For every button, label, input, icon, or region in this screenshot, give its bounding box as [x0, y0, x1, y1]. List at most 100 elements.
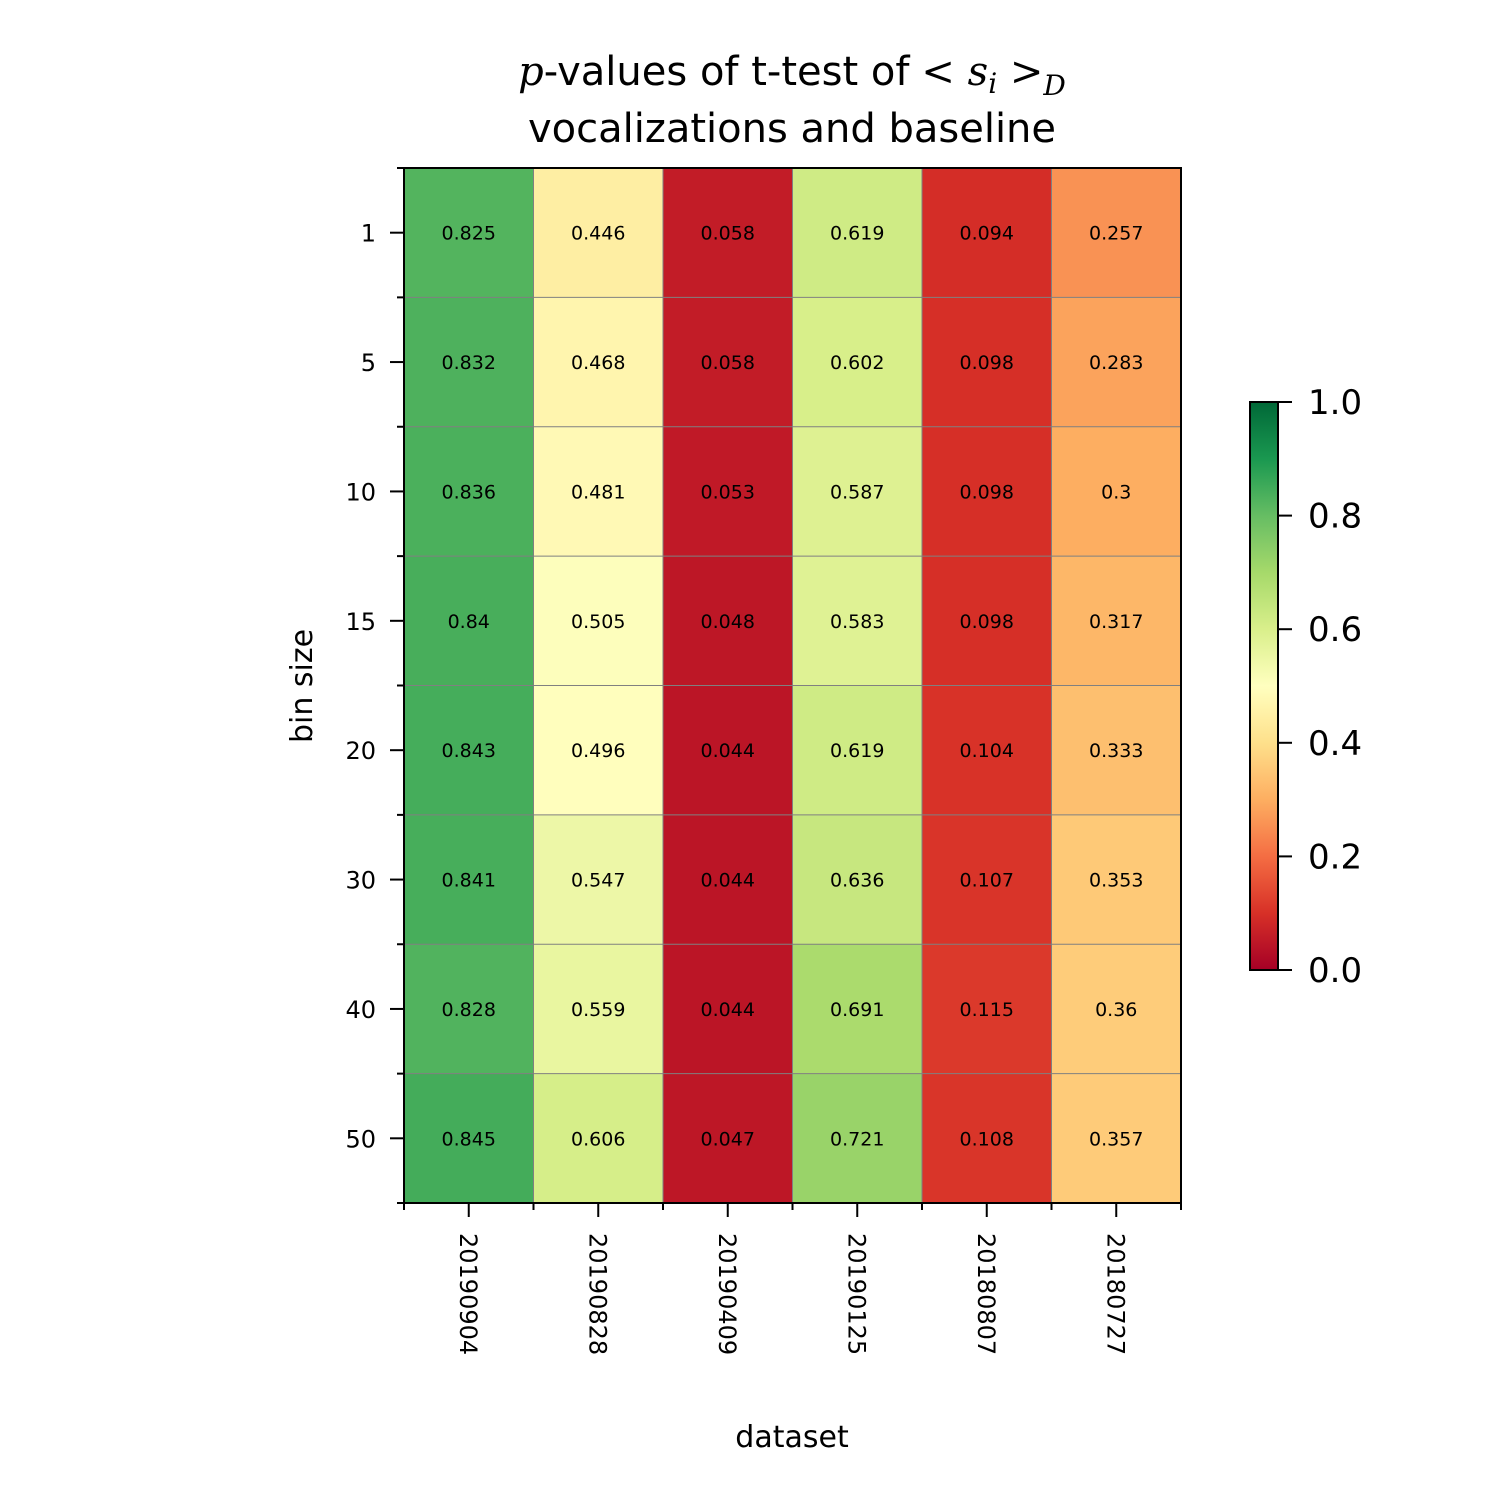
heatmap-cell — [922, 685, 1052, 816]
heatmap-cell — [533, 297, 664, 428]
y-tick-label: 5 — [361, 349, 376, 377]
cell-value-label: 0.841 — [442, 870, 496, 892]
title-line-1-text: -values of t-test of — [544, 49, 911, 95]
y-axis-label: bin size — [285, 629, 320, 743]
heatmap-cell — [404, 556, 534, 686]
cell-value-label: 0.257 — [1089, 223, 1143, 245]
cell-value-label: 0.691 — [830, 999, 884, 1021]
heatmap-cell — [792, 556, 923, 686]
heatmap-cells — [404, 168, 1182, 1204]
cell-value-label: 0.832 — [442, 352, 496, 374]
heatmap-cell — [533, 168, 664, 298]
cell-value-label: 0.333 — [1089, 740, 1143, 762]
colorbar-tick-label: 0.2 — [1308, 837, 1362, 877]
heatmap-cell — [404, 685, 534, 816]
chart-title: p-values of t-test of < si >D vocalizatio… — [518, 49, 1066, 152]
cell-value-label: 0.098 — [960, 611, 1014, 633]
cell-value-label: 0.094 — [960, 223, 1014, 245]
cell-value-label: 0.353 — [1089, 870, 1143, 892]
cell-value-label: 0.587 — [830, 481, 884, 503]
cell-value-label: 0.619 — [830, 740, 884, 762]
cell-value-label: 0.115 — [960, 999, 1014, 1021]
heatmap-cell — [792, 944, 923, 1075]
heatmap-cell — [533, 1073, 664, 1204]
heatmap-cell-labels: 0.825 0.446 0.058 0.619 0.094 0.257 0.832 0.468… — [442, 223, 1144, 1151]
cell-value-label: 0.058 — [701, 223, 755, 245]
cell-value-label: 0.053 — [701, 481, 755, 503]
x-tick-label: 20180727 — [1101, 1233, 1129, 1355]
heatmap-cell — [404, 168, 534, 298]
cell-value-label: 0.107 — [960, 870, 1014, 892]
title-math-expression: < si >D — [921, 49, 1065, 102]
heatmap-cell — [663, 426, 793, 557]
cell-value-label: 0.468 — [571, 352, 625, 374]
heatmap-cell — [404, 944, 534, 1075]
chart-title-line-1: p-values of t-test of < si >D — [518, 49, 1066, 102]
cell-value-label: 0.047 — [701, 1128, 755, 1150]
cell-value-label: 0.044 — [701, 999, 755, 1021]
x-tick-label: 20190904 — [454, 1233, 482, 1355]
chart-title-line-2: vocalizations and baseline — [528, 106, 1056, 152]
cell-value-label: 0.357 — [1089, 1128, 1143, 1150]
cell-value-label: 0.044 — [701, 870, 755, 892]
heatmap-cell — [663, 685, 793, 816]
y-tick-label: 10 — [345, 478, 376, 506]
heatmap-cell — [922, 426, 1052, 557]
heatmap-cell — [1051, 685, 1182, 816]
cell-value-label: 0.721 — [830, 1128, 884, 1150]
cell-value-label: 0.098 — [960, 352, 1014, 374]
cell-value-label: 0.602 — [830, 352, 884, 374]
cell-value-label: 0.619 — [830, 223, 884, 245]
cell-value-label: 0.836 — [442, 481, 496, 503]
cell-value-label: 0.583 — [830, 611, 884, 633]
heatmap-cell — [663, 297, 793, 428]
heatmap-cell — [404, 1073, 534, 1204]
colorbar-tick-label: 1.0 — [1308, 383, 1362, 423]
colorbar-tick-label: 0.4 — [1308, 724, 1362, 764]
cell-value-label: 0.547 — [571, 870, 625, 892]
heatmap-cell — [533, 426, 664, 557]
cell-value-label: 0.481 — [571, 481, 625, 503]
colorbar-tick-label: 0.8 — [1308, 497, 1362, 537]
x-axis-ticks: 20190904 20190828 20190409 20190125 20180807… — [403, 1203, 1182, 1355]
colorbar-tick-label: 0.0 — [1308, 951, 1362, 991]
heatmap-grid — [404, 168, 1181, 1203]
heatmap-cell — [663, 944, 793, 1075]
heatmap-cell — [1051, 556, 1182, 686]
heatmap-cell — [1051, 297, 1182, 428]
heatmap-cell — [663, 556, 793, 686]
cell-value-label: 0.505 — [571, 611, 625, 633]
title-p-symbol: p — [518, 49, 544, 95]
cell-value-label: 0.108 — [960, 1128, 1014, 1150]
heatmap-cell — [792, 685, 923, 816]
heatmap-cell — [792, 426, 923, 557]
y-tick-label: 15 — [345, 608, 376, 636]
heatmap-cell — [404, 814, 534, 945]
heatmap-cell — [533, 685, 664, 816]
heatmap-cell — [792, 1073, 923, 1204]
y-tick-label: 40 — [345, 996, 376, 1024]
y-tick-label: 1 — [361, 220, 376, 248]
y-tick-label: 50 — [345, 1125, 376, 1153]
cell-value-label: 0.058 — [701, 352, 755, 374]
heatmap-cell — [663, 1073, 793, 1204]
heatmap-cell — [792, 814, 923, 945]
cell-value-label: 0.559 — [571, 999, 625, 1021]
heatmap-cell — [663, 814, 793, 945]
heatmap-cell — [922, 944, 1052, 1075]
heatmap-cell — [533, 814, 664, 945]
cell-value-label: 0.283 — [1089, 352, 1143, 374]
heatmap-cell — [404, 297, 534, 428]
heatmap-cell — [792, 297, 923, 428]
cell-value-label: 0.828 — [442, 999, 496, 1021]
heatmap-cell — [1051, 944, 1182, 1075]
heatmap-cell — [1051, 426, 1182, 557]
cell-value-label: 0.84 — [448, 611, 490, 633]
heatmap-cell — [922, 168, 1052, 298]
cell-value-label: 0.048 — [701, 611, 755, 633]
cell-value-label: 0.044 — [701, 740, 755, 762]
heatmap-cell — [533, 944, 664, 1075]
y-tick-label: 20 — [345, 737, 376, 765]
